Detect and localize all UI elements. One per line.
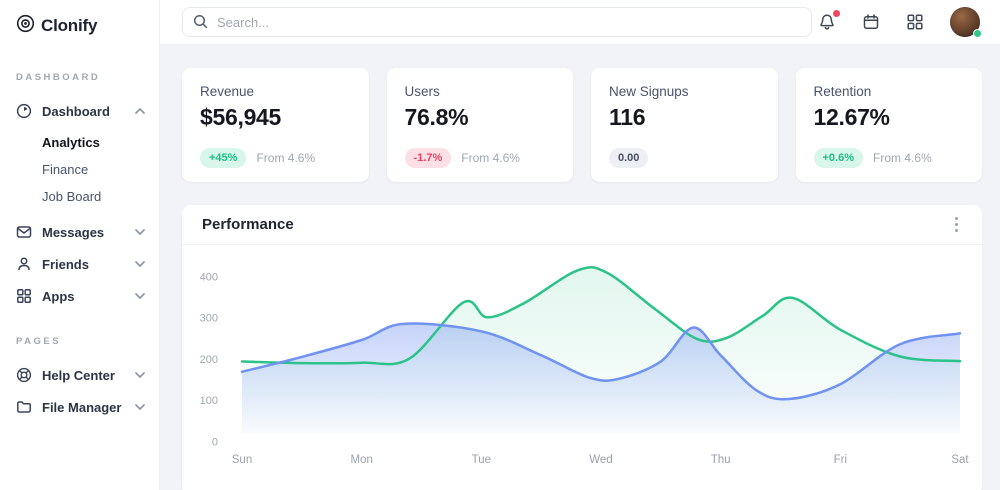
sidebar-item-label: Dashboard bbox=[42, 103, 110, 119]
brand-logo-icon bbox=[16, 14, 35, 38]
sidebar-item-file-manager[interactable]: File Manager bbox=[16, 391, 145, 423]
content: Revenue $56,945 +45% From 4.6% Users 76.… bbox=[160, 45, 1000, 490]
stat-card-revenue[interactable]: Revenue $56,945 +45% From 4.6% bbox=[182, 68, 369, 182]
notification-dot bbox=[833, 10, 840, 17]
notifications-bell-icon[interactable] bbox=[818, 10, 840, 31]
svg-text:Fri: Fri bbox=[834, 454, 847, 466]
calendar-icon[interactable] bbox=[862, 13, 880, 31]
sidebar-section-dashboard: DASHBOARD bbox=[16, 72, 101, 83]
sidebar: Clonify DASHBOARD Dashboard Analytics Fi… bbox=[0, 0, 160, 490]
series-blue-line bbox=[240, 322, 962, 401]
sidebar-subitem-finance[interactable]: Finance bbox=[42, 162, 89, 177]
svg-text:100: 100 bbox=[200, 395, 218, 407]
main-area: Revenue $56,945 +45% From 4.6% Users 76.… bbox=[160, 0, 1000, 490]
sidebar-item-label: Help Center bbox=[42, 367, 115, 383]
svg-text:200: 200 bbox=[200, 354, 218, 366]
mail-icon bbox=[16, 224, 32, 240]
stat-note: From 4.6% bbox=[256, 151, 316, 165]
stat-value: 116 bbox=[609, 104, 646, 130]
topbar bbox=[160, 0, 1000, 45]
performance-chart: 0 100 200 300 400 Sun Mon Tue Wed Thu Fri Sat bbox=[182, 245, 982, 490]
stat-value: $56,945 bbox=[200, 104, 282, 130]
stat-note: From 4.6% bbox=[461, 151, 520, 165]
sidebar-item-help-center[interactable]: Help Center bbox=[16, 359, 145, 391]
apps-grid-icon[interactable] bbox=[906, 13, 924, 31]
search-container bbox=[182, 7, 812, 37]
svg-text:Mon: Mon bbox=[350, 454, 372, 466]
chevron-down-icon bbox=[135, 372, 145, 378]
series-green-line bbox=[240, 266, 962, 366]
brand[interactable]: Clonify bbox=[16, 14, 145, 38]
dashboard-submenu: Analytics Finance Job Board bbox=[16, 129, 145, 210]
chevron-down-icon bbox=[135, 229, 145, 235]
grid-icon bbox=[16, 288, 32, 304]
sidebar-subitem-job-board[interactable]: Job Board bbox=[42, 189, 102, 204]
chevron-up-icon bbox=[135, 108, 145, 114]
svg-text:400: 400 bbox=[200, 271, 218, 283]
stat-title: New Signups bbox=[609, 84, 689, 99]
stat-badge: +45% bbox=[200, 148, 247, 168]
stat-cards: Revenue $56,945 +45% From 4.6% Users 76.… bbox=[182, 68, 982, 182]
svg-text:0: 0 bbox=[212, 437, 218, 449]
chart-header: Performance bbox=[182, 205, 982, 245]
stat-card-new-signups[interactable]: New Signups 116 0.00 bbox=[591, 68, 778, 182]
stat-value: 76.8% bbox=[404, 104, 469, 130]
sidebar-subitem-analytics[interactable]: Analytics bbox=[42, 135, 100, 150]
svg-text:Thu: Thu bbox=[711, 454, 731, 466]
sidebar-item-apps[interactable]: Apps bbox=[16, 280, 145, 312]
dashboard-icon bbox=[16, 103, 32, 119]
sidebar-item-label: Messages bbox=[42, 224, 105, 240]
svg-text:300: 300 bbox=[200, 313, 218, 325]
life-ring-icon bbox=[16, 367, 32, 383]
performance-card: Performance 0 100 200 300 400 Sun Mon Tue Wed Thu… bbox=[182, 205, 982, 490]
kebab-menu-icon[interactable] bbox=[951, 213, 962, 236]
stat-card-retention[interactable]: Retention 12.67% +0.6% From 4.6% bbox=[795, 68, 982, 182]
sidebar-item-dashboard[interactable]: Dashboard bbox=[16, 95, 145, 127]
sidebar-item-label: Friends bbox=[42, 256, 89, 272]
svg-text:Sun: Sun bbox=[232, 454, 252, 466]
stat-badge: +0.6% bbox=[813, 148, 863, 168]
stat-title: Users bbox=[404, 84, 440, 99]
stat-value: 12.67% bbox=[813, 104, 891, 130]
online-status-dot bbox=[973, 29, 982, 38]
stat-badge: -1.7% bbox=[404, 148, 452, 168]
svg-text:Tue: Tue bbox=[472, 454, 491, 466]
folder-icon bbox=[16, 399, 32, 415]
sidebar-item-label: Apps bbox=[42, 288, 75, 304]
search-icon bbox=[193, 14, 208, 34]
stat-card-users[interactable]: Users 76.8% -1.7% From 4.6% bbox=[386, 68, 573, 182]
chart-title: Performance bbox=[202, 216, 294, 233]
sidebar-item-messages[interactable]: Messages bbox=[16, 216, 145, 248]
performance-chart-svg: 0 100 200 300 400 Sun Mon Tue Wed Thu Fri Sat bbox=[200, 266, 969, 466]
stat-title: Revenue bbox=[200, 84, 255, 99]
user-avatar[interactable] bbox=[950, 7, 982, 38]
svg-text:Sat: Sat bbox=[951, 454, 969, 466]
chevron-down-icon bbox=[135, 293, 145, 299]
stat-note: From 4.6% bbox=[873, 151, 932, 165]
user-icon bbox=[16, 256, 32, 272]
chevron-down-icon bbox=[135, 261, 145, 267]
topbar-actions bbox=[818, 7, 982, 38]
sidebar-item-friends[interactable]: Friends bbox=[16, 248, 145, 280]
svg-text:Wed: Wed bbox=[589, 454, 612, 466]
stat-badge: 0.00 bbox=[609, 148, 649, 168]
search-input[interactable] bbox=[182, 7, 812, 37]
chevron-down-icon bbox=[135, 404, 145, 410]
sidebar-item-label: File Manager bbox=[42, 399, 122, 415]
sidebar-section-pages: PAGES bbox=[16, 336, 62, 347]
brand-name: Clonify bbox=[41, 16, 98, 35]
stat-title: Retention bbox=[813, 84, 872, 99]
